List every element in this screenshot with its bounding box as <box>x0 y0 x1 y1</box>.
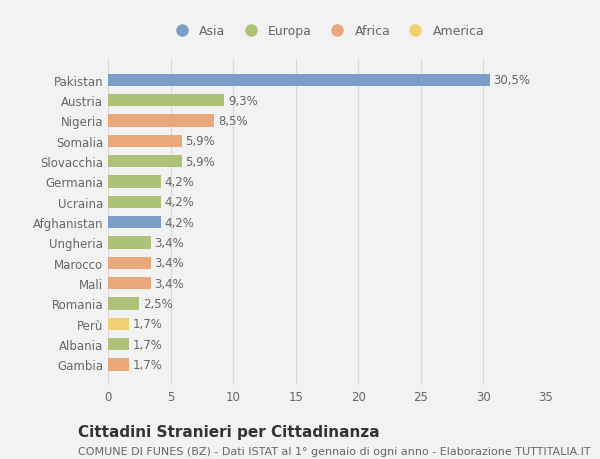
Text: 5,9%: 5,9% <box>185 135 215 148</box>
Text: 5,9%: 5,9% <box>185 155 215 168</box>
Text: 4,2%: 4,2% <box>164 196 194 209</box>
Bar <box>108 358 129 371</box>
Bar <box>108 217 161 229</box>
Legend: Asia, Europa, Africa, America: Asia, Europa, Africa, America <box>164 20 490 43</box>
Text: 4,2%: 4,2% <box>164 175 194 189</box>
Bar <box>108 156 182 168</box>
Text: 4,2%: 4,2% <box>164 216 194 229</box>
Text: 3,4%: 3,4% <box>154 257 184 270</box>
Bar <box>108 135 182 147</box>
Bar <box>108 176 161 188</box>
Text: 3,4%: 3,4% <box>154 236 184 249</box>
Bar <box>108 277 151 290</box>
Text: 1,7%: 1,7% <box>133 318 163 330</box>
Bar <box>108 237 151 249</box>
Text: 9,3%: 9,3% <box>228 95 258 107</box>
Bar <box>108 74 490 87</box>
Bar <box>108 257 151 269</box>
Text: 30,5%: 30,5% <box>493 74 530 87</box>
Bar <box>108 196 161 208</box>
Bar <box>108 115 214 127</box>
Text: Cittadini Stranieri per Cittadinanza: Cittadini Stranieri per Cittadinanza <box>78 425 380 440</box>
Text: 1,7%: 1,7% <box>133 338 163 351</box>
Bar <box>108 298 139 310</box>
Text: 8,5%: 8,5% <box>218 115 248 128</box>
Bar <box>108 318 129 330</box>
Text: 1,7%: 1,7% <box>133 358 163 371</box>
Text: COMUNE DI FUNES (BZ) - Dati ISTAT al 1° gennaio di ogni anno - Elaborazione TUTT: COMUNE DI FUNES (BZ) - Dati ISTAT al 1° … <box>78 446 590 456</box>
Text: 3,4%: 3,4% <box>154 277 184 290</box>
Bar <box>108 338 129 351</box>
Text: 2,5%: 2,5% <box>143 297 173 310</box>
Bar <box>108 95 224 107</box>
